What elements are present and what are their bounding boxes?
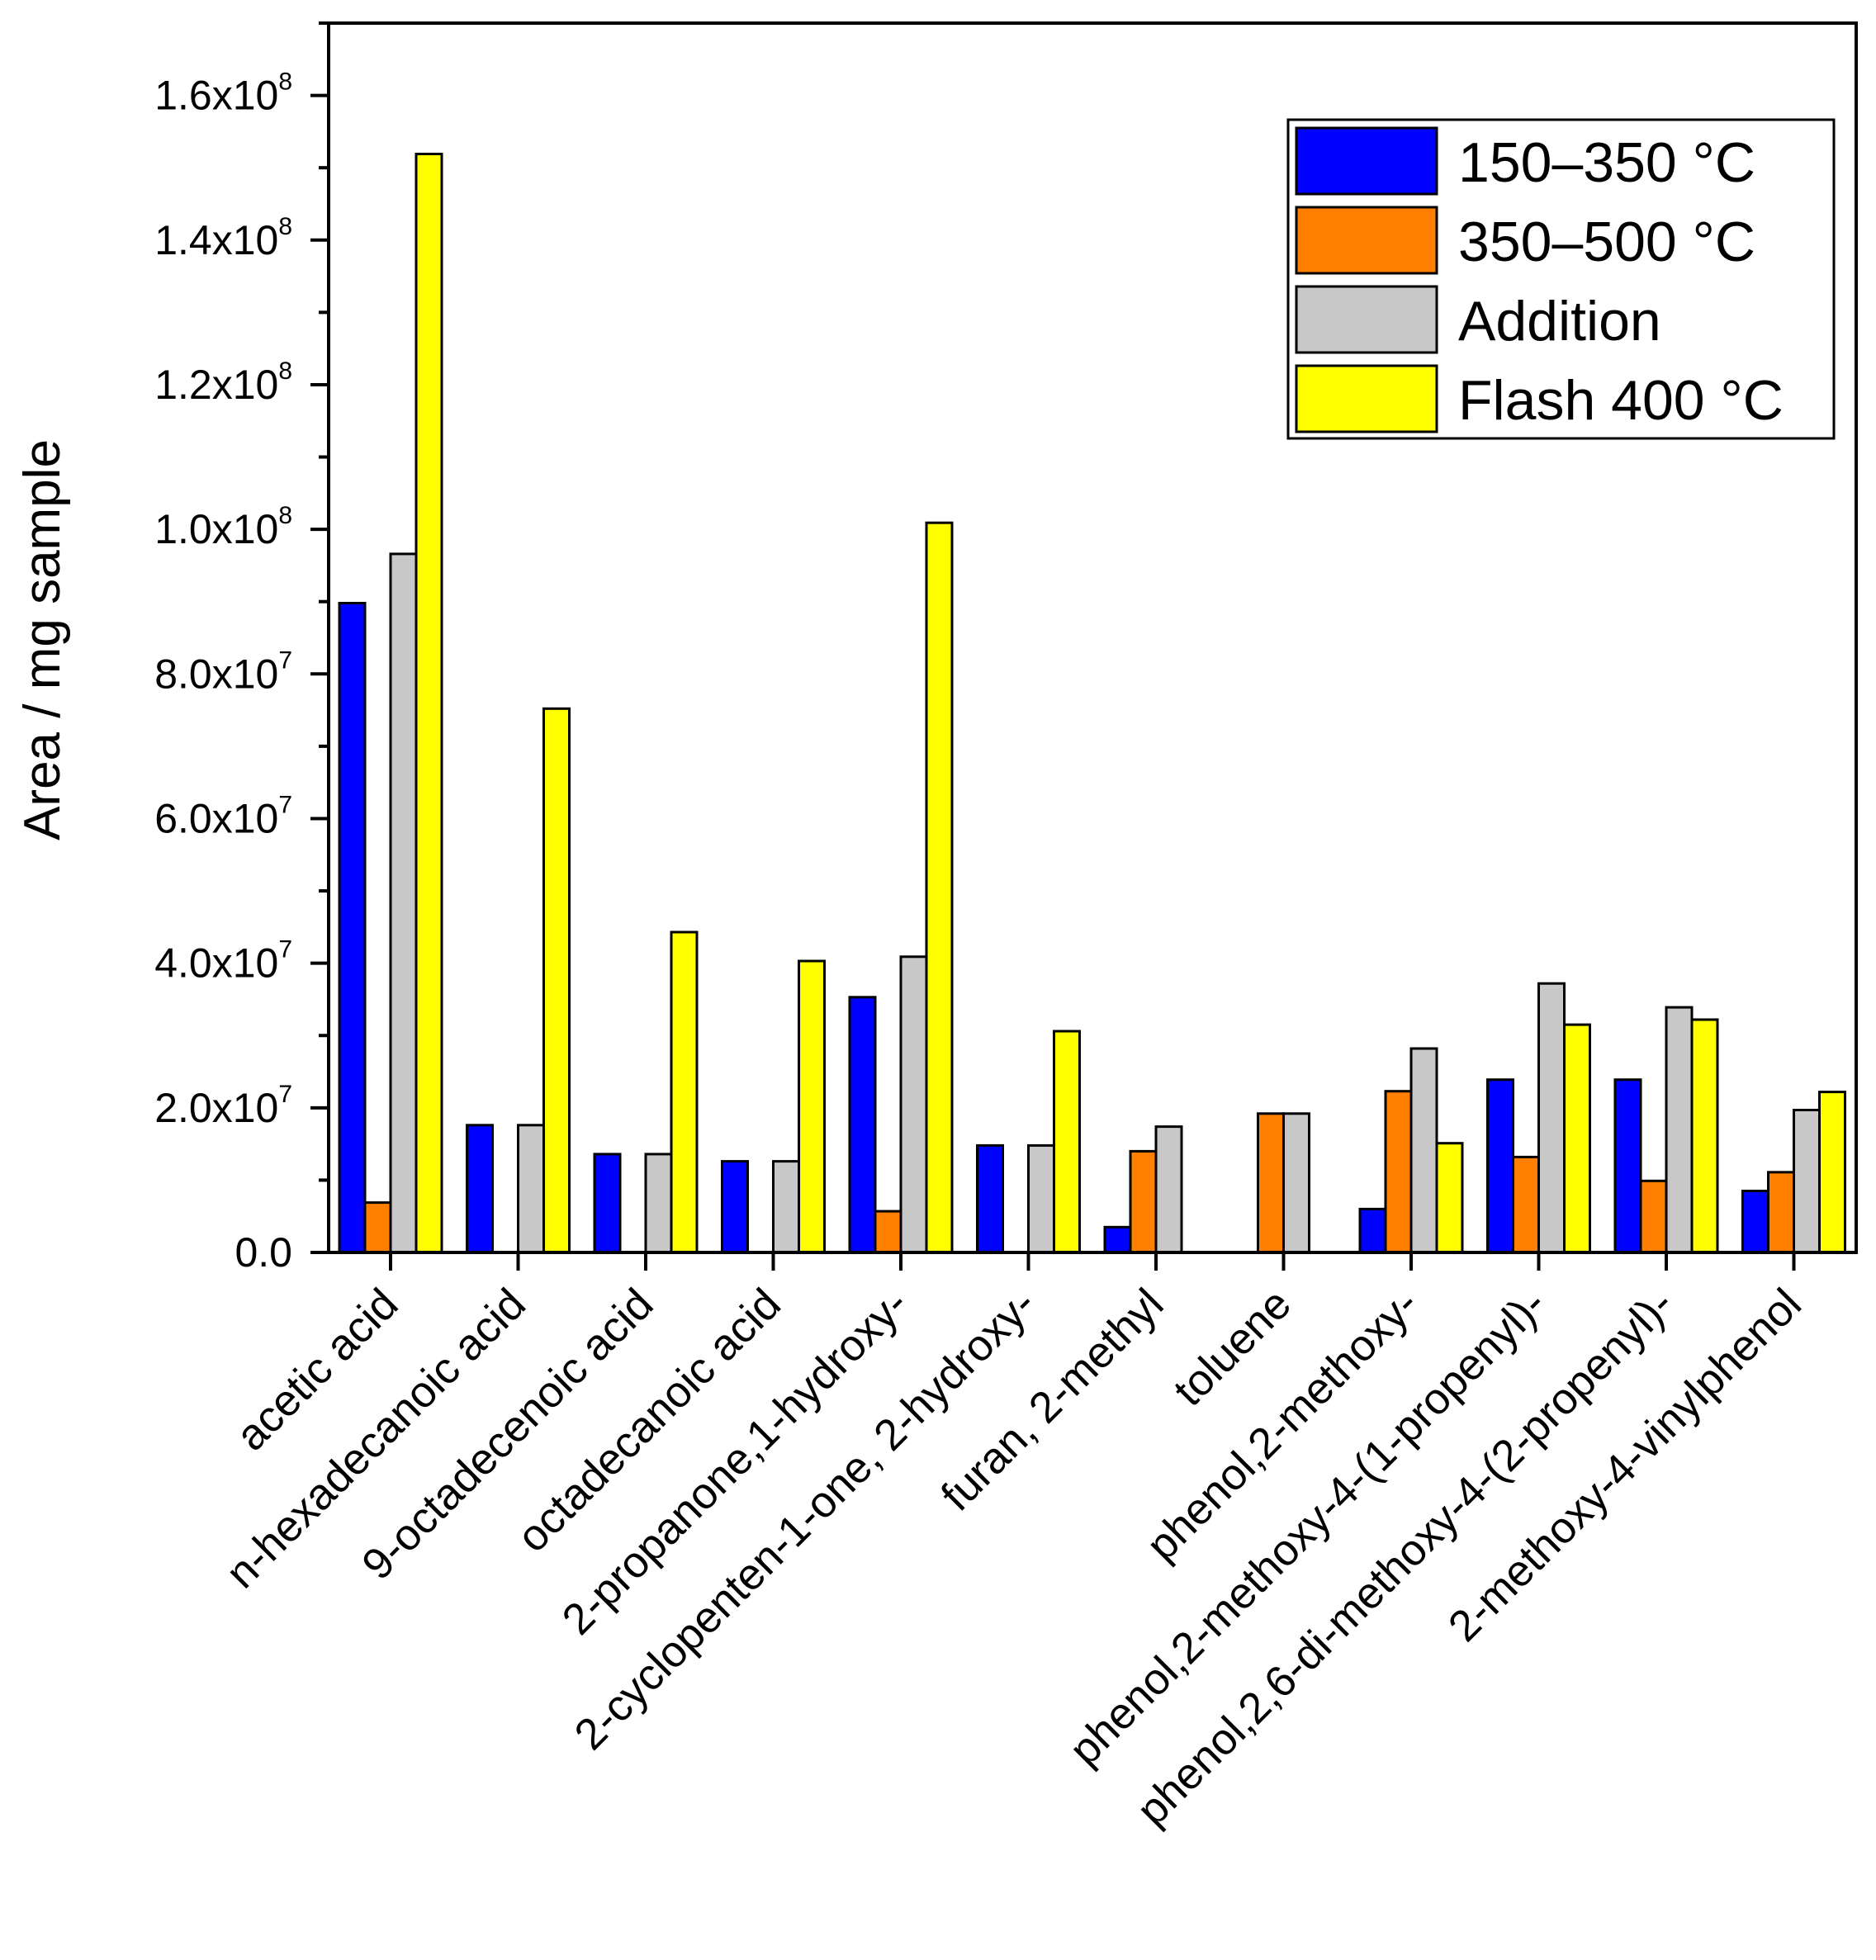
bar-3-7 (1154, 1125, 1183, 1254)
y-tick-label: 4.0x107 (154, 936, 292, 987)
bar-4-9 (1435, 1142, 1464, 1254)
bar-3-5 (899, 955, 928, 1254)
legend-label: Flash 400 °C (1458, 369, 1784, 432)
bar-2-7 (1129, 1149, 1158, 1254)
bar-4-5 (925, 521, 954, 1254)
bar-2-12 (1767, 1171, 1795, 1254)
bar-3-2 (517, 1124, 545, 1254)
y-tick-label: 6.0x107 (154, 791, 292, 841)
legend-label: Addition (1458, 290, 1661, 353)
bar-4-2 (542, 707, 571, 1254)
legend-swatch (1295, 126, 1438, 196)
bar-2-1 (363, 1201, 392, 1254)
y-axis-title: Area / mg sample (14, 439, 71, 840)
legend-swatch (1295, 364, 1438, 433)
bar-1-5 (848, 996, 877, 1254)
legend: 150–350 °C 350–500 °C Addition Flash 400 °C (1286, 118, 1836, 440)
x-tick-label: furan, 2-methyl (932, 1280, 1173, 1521)
plot-frame (327, 21, 1858, 1254)
bar-3-11 (1665, 1006, 1694, 1254)
bar-1-7 (1103, 1225, 1132, 1254)
bar-3-12 (1793, 1109, 1821, 1254)
bar-4-4 (798, 959, 826, 1254)
bar-4-10 (1563, 1023, 1591, 1254)
y-tick-label: 1.0x108 (154, 502, 292, 552)
bar-2-9 (1384, 1090, 1413, 1254)
bar-4-1 (415, 153, 443, 1254)
legend-swatch (1295, 285, 1438, 354)
bars-group (338, 153, 1846, 1254)
y-tick-label: 1.4x108 (154, 213, 292, 263)
bar-2-5 (874, 1210, 902, 1254)
y-tick-label: 8.0x107 (154, 646, 292, 697)
bar-2-8 (1257, 1112, 1285, 1254)
bar-1-12 (1741, 1190, 1769, 1254)
bar-3-10 (1537, 982, 1566, 1254)
legend-label: 150–350 °C (1458, 131, 1755, 194)
bar-4-12 (1818, 1091, 1846, 1254)
y-axis: 0.0 2.0x107 4.0x107 6.0x107 8.0x107 1.0x108 1.… (154, 21, 329, 1276)
bar-4-6 (1053, 1030, 1081, 1254)
bar-1-4 (721, 1160, 749, 1254)
bar-2-11 (1639, 1179, 1668, 1254)
bar-3-8 (1282, 1112, 1310, 1254)
bar-3-1 (389, 552, 418, 1254)
bar-1-9 (1358, 1207, 1387, 1254)
bar-3-6 (1027, 1143, 1055, 1254)
bar-1-3 (593, 1153, 622, 1254)
bar-1-11 (1613, 1078, 1642, 1254)
y-tick-label: 2.0x107 (154, 1081, 292, 1131)
bar-3-9 (1409, 1047, 1438, 1254)
legend-label: 350–500 °C (1458, 211, 1755, 273)
y-tick-label: 1.6x108 (154, 69, 292, 119)
bar-1-1 (338, 602, 367, 1254)
bar-4-3 (670, 930, 699, 1254)
bar-2-10 (1512, 1155, 1540, 1254)
legend-swatch (1295, 206, 1438, 275)
bar-3-4 (772, 1160, 800, 1254)
y-tick-label: 0.0 (234, 1229, 292, 1276)
bar-1-10 (1486, 1078, 1514, 1254)
x-tick-label: 2-cyclopenten-1-one, 2-hydroxy- (566, 1280, 1045, 1759)
bar-1-6 (976, 1143, 1004, 1254)
bar-1-2 (466, 1124, 494, 1254)
x-tick-label: phenol,2-methoxy-4-(1-propenyl)- (1060, 1280, 1556, 1775)
bar-4-11 (1690, 1018, 1719, 1254)
y-tick-label: 1.2x108 (154, 357, 292, 408)
bar-3-3 (644, 1153, 673, 1254)
